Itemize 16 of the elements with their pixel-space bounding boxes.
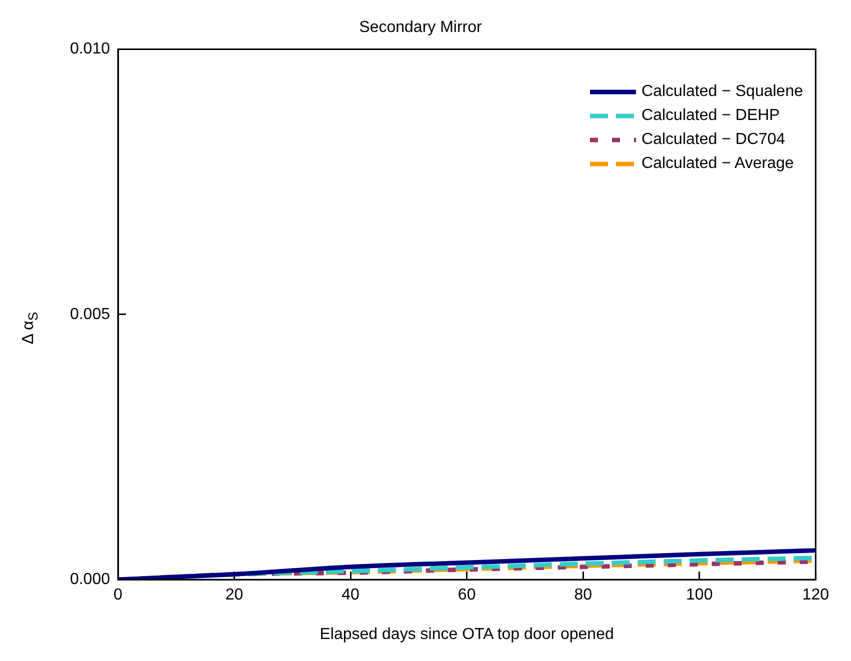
x-tick-label: 0 bbox=[114, 586, 123, 604]
x-tick-label: 60 bbox=[458, 586, 476, 604]
x-axis-title: Elapsed days since OTA top door opened bbox=[320, 626, 614, 643]
x-tick-label: 120 bbox=[802, 586, 830, 604]
x-tick-label: 40 bbox=[342, 586, 360, 604]
legend-label: Calculated − DC704 bbox=[642, 131, 786, 149]
x-tick-label: 100 bbox=[686, 586, 713, 604]
legend-label: Calculated − DEHP bbox=[642, 107, 780, 125]
legend-label: Calculated − Squalene bbox=[642, 83, 803, 101]
x-tick-label: 20 bbox=[225, 586, 244, 604]
legend-label: Calculated − Average bbox=[642, 155, 794, 173]
y-tick-label: 0.000 bbox=[70, 571, 110, 588]
y-tick-label: 0.005 bbox=[70, 306, 110, 323]
y-tick-label: 0.010 bbox=[70, 40, 110, 58]
x-tick-label: 80 bbox=[574, 586, 592, 604]
chart-title: Secondary Mirror bbox=[359, 19, 483, 36]
